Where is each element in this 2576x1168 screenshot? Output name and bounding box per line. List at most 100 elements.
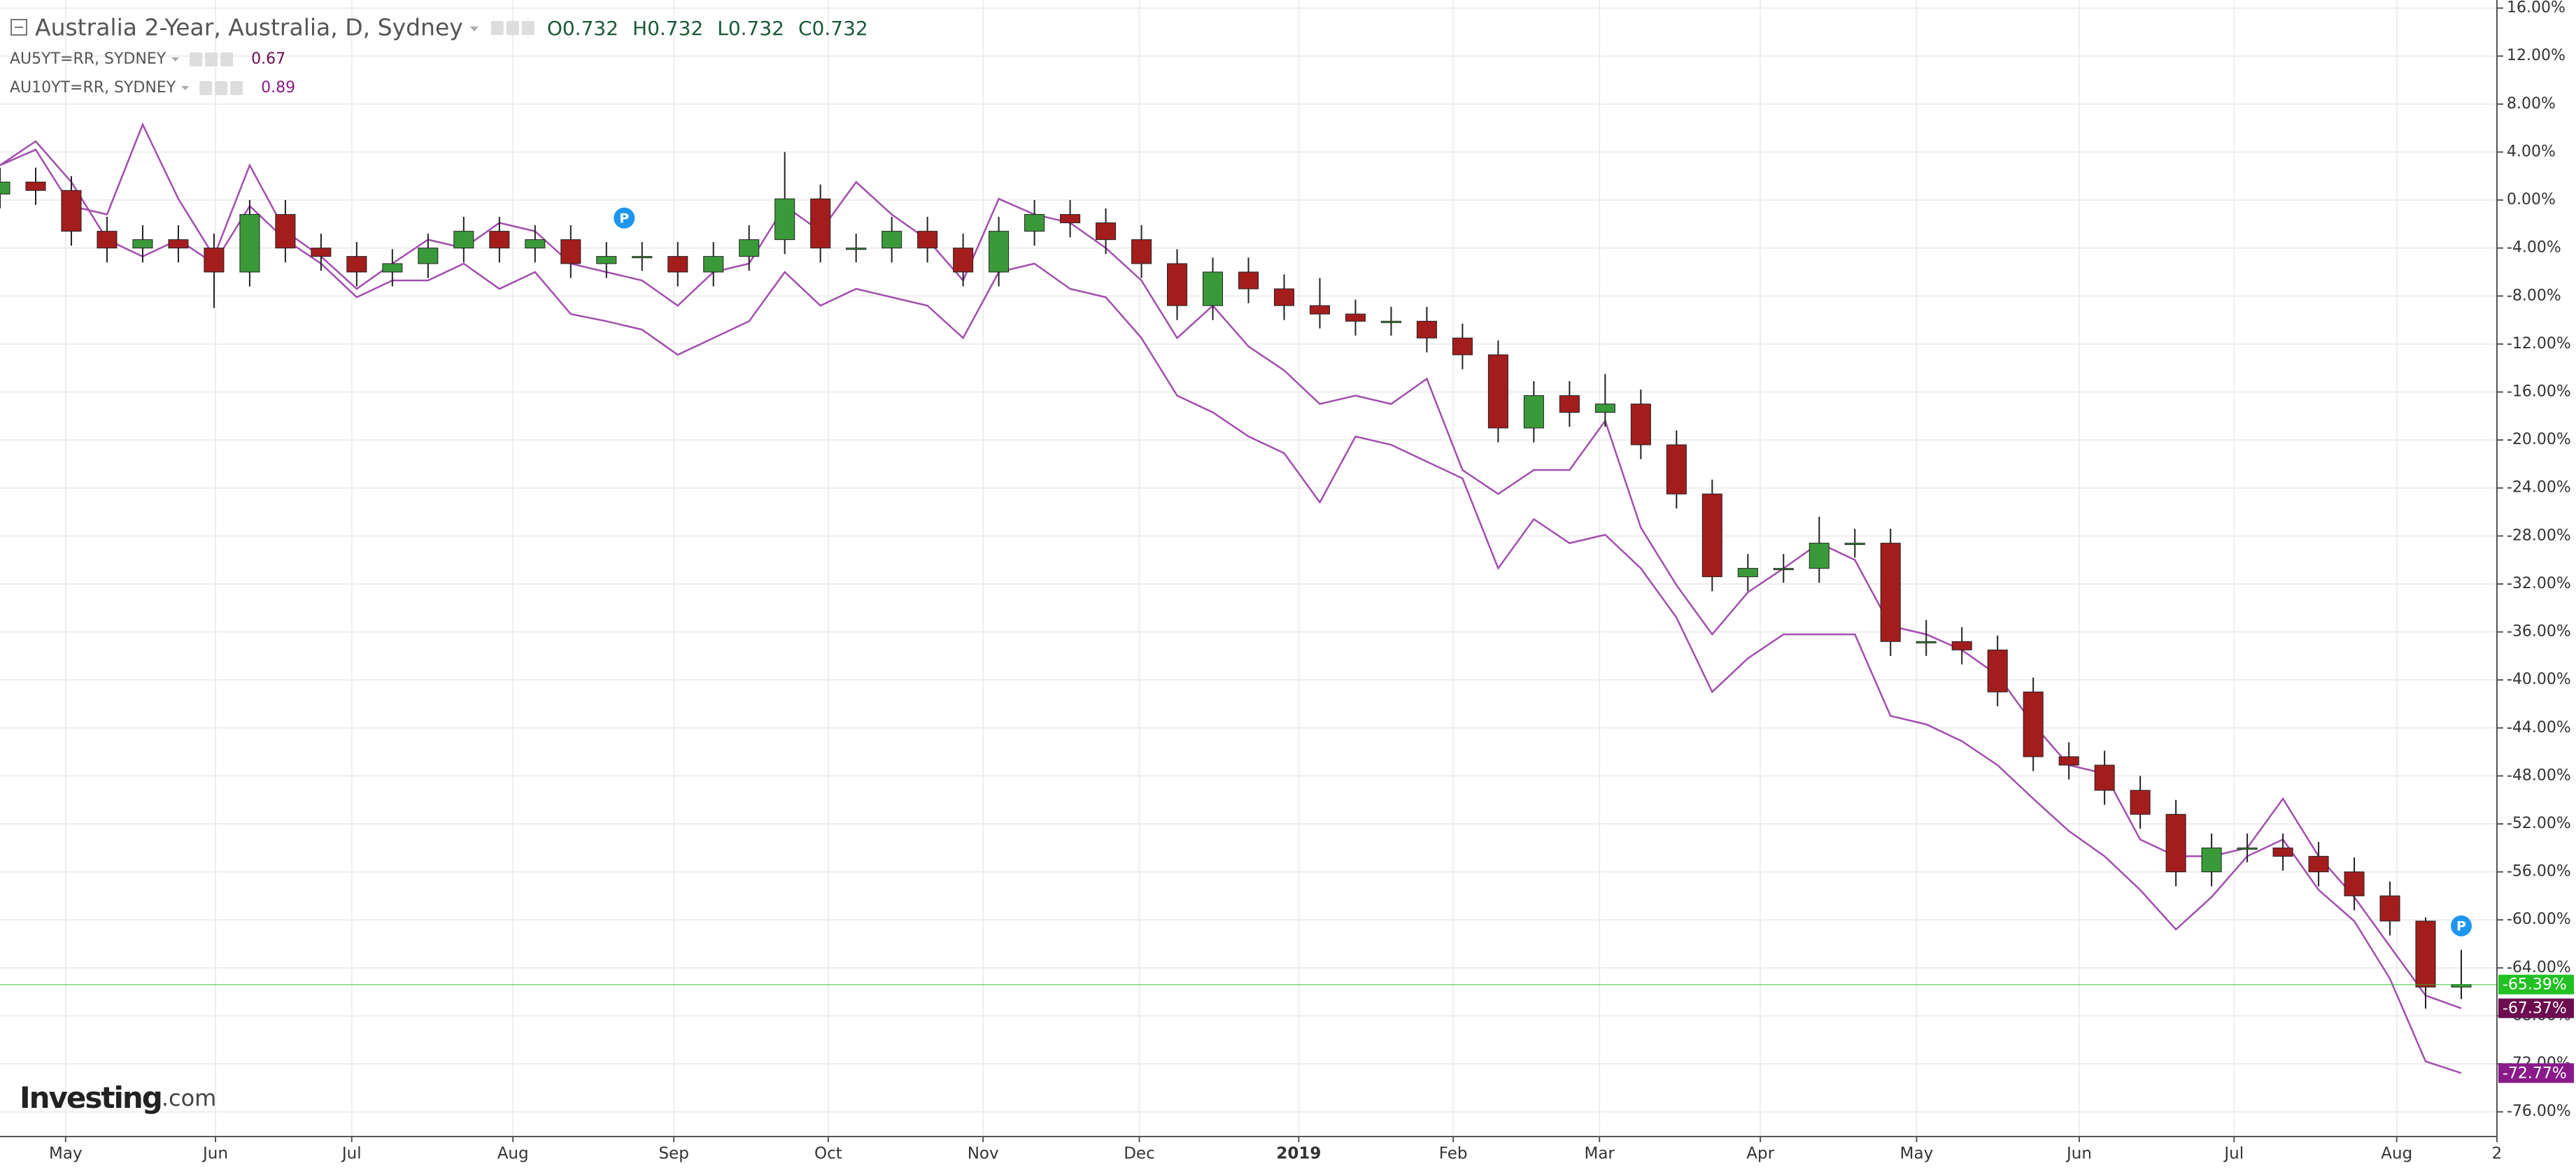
- candle-body: [346, 256, 367, 273]
- candle-body: [1951, 641, 1972, 650]
- candle-body: [382, 263, 403, 273]
- ohlc-value: L0.732: [717, 17, 784, 40]
- logo: Investing.com: [20, 1081, 216, 1115]
- candle-body: [739, 239, 760, 257]
- legend: AU5YT=RR, SYDNEY 0.67 AU10YT=RR, SYDNEY 0.8…: [10, 50, 295, 97]
- y-tick-label: -56.00%: [2507, 863, 2571, 881]
- dropdown-caret[interactable]: [171, 57, 180, 62]
- x-tick-label: Jun: [201, 1145, 228, 1163]
- y-tick-label: -28.00%: [2507, 527, 2571, 544]
- ohlc-value: H0.732: [632, 17, 703, 40]
- y-tick-label: -24.00%: [2507, 479, 2571, 497]
- last-value-label: -72.77%: [2503, 1064, 2567, 1082]
- series-line: [0, 140, 2462, 1074]
- y-tick-label: -52.00%: [2507, 815, 2571, 832]
- x-tick-label: May: [49, 1145, 83, 1163]
- y-tick-label: -44.00%: [2507, 719, 2571, 736]
- candle-body: [1309, 305, 1330, 315]
- candle-body: [61, 190, 82, 232]
- x-tick-label: Feb: [1439, 1145, 1468, 1163]
- y-tick-label: -60.00%: [2507, 911, 2571, 928]
- x-tick-label: Jun: [2065, 1145, 2092, 1163]
- x-tick-label: Apr: [1746, 1145, 1774, 1163]
- settings-icon[interactable]: [205, 52, 218, 66]
- candle-body: [1523, 395, 1544, 429]
- y-tick-label: 12.00%: [2507, 47, 2566, 64]
- x-tick-label: 2: [2492, 1145, 2503, 1163]
- settings-icon[interactable]: [506, 21, 519, 35]
- candle-body: [275, 214, 296, 249]
- legend-value: 0.89: [261, 79, 295, 97]
- event-marker[interactable]: [614, 207, 635, 229]
- settings-icon[interactable]: [199, 81, 213, 95]
- candle-body: [204, 248, 225, 273]
- y-tick-label: -12.00%: [2507, 335, 2571, 352]
- candle-body: [810, 198, 831, 249]
- y-tick-label: -16.00%: [2507, 383, 2571, 400]
- y-tick-label: -20.00%: [2507, 431, 2571, 448]
- collapse-button[interactable]: [10, 19, 27, 36]
- settings-icon[interactable]: [490, 21, 504, 35]
- candle-body: [1559, 395, 1580, 413]
- last-value-tag: [2498, 974, 2574, 995]
- candle-body: [239, 214, 260, 273]
- last-value-label: -65.39%: [2503, 976, 2567, 994]
- event-marker[interactable]: [2451, 915, 2472, 936]
- candle-body: [1024, 214, 1045, 232]
- x-tick-label: Oct: [814, 1145, 842, 1163]
- logo-main: Investing: [20, 1081, 162, 1115]
- dropdown-caret[interactable]: [181, 86, 190, 90]
- last-value-tag: [2498, 998, 2574, 1018]
- x-tick-label: Nov: [968, 1145, 999, 1163]
- x-tick-label: 2019: [1276, 1145, 1321, 1163]
- candle-body: [560, 239, 581, 264]
- x-tick-label: Aug: [2381, 1145, 2412, 1163]
- candle-body: [1131, 239, 1152, 264]
- y-tick-label: 16.00%: [2507, 0, 2566, 17]
- dropdown-caret[interactable]: [469, 27, 479, 31]
- candle-body: [2272, 847, 2293, 857]
- grid: [0, 0, 2498, 1136]
- legend-value: 0.67: [251, 50, 285, 68]
- candle-body: [882, 231, 903, 249]
- candle-body: [703, 256, 724, 273]
- settings-icon[interactable]: [521, 21, 535, 35]
- y-tick-label: -36.00%: [2507, 623, 2571, 641]
- candle-body: [632, 256, 653, 259]
- candle-body: [2094, 764, 2115, 791]
- legend-name: AU10YT=RR, SYDNEY: [10, 79, 176, 97]
- series-line: [0, 122, 2462, 1009]
- candle-body: [1273, 288, 1295, 306]
- y-tick-label: -76.00%: [2507, 1103, 2571, 1120]
- candle-body: [1345, 313, 1366, 322]
- candle-body: [2058, 756, 2079, 766]
- candle-body: [1416, 320, 1437, 339]
- y-tick-label: 4.00%: [2507, 143, 2556, 160]
- candle-body: [1202, 271, 1224, 306]
- settings-icon[interactable]: [230, 81, 243, 95]
- candle-body: [774, 198, 795, 241]
- y-tick-label: -40.00%: [2507, 671, 2571, 688]
- candle-body: [25, 181, 46, 191]
- settings-icon[interactable]: [215, 81, 228, 95]
- candle-body: [311, 248, 332, 257]
- y-tick-label: -8.00%: [2507, 287, 2561, 304]
- candle-body: [525, 239, 546, 249]
- y-tick-label: 8.00%: [2507, 95, 2556, 113]
- header: Australia 2-Year, Australia, D, Sydney: [10, 14, 463, 41]
- candle-body: [1594, 404, 1615, 413]
- candle-body: [2023, 691, 2044, 757]
- settings-icon[interactable]: [220, 52, 234, 66]
- y-tick-label: -48.00%: [2507, 767, 2571, 784]
- candle-body: [1096, 222, 1117, 241]
- candle-body: [1987, 649, 2008, 692]
- x-tick-label: Aug: [497, 1145, 529, 1163]
- candle-body: [1916, 641, 1937, 643]
- candle-body: [596, 256, 617, 264]
- candle-body: [1630, 404, 1651, 446]
- settings-icon[interactable]: [190, 52, 203, 66]
- candle-body: [1060, 214, 1081, 224]
- legend-name: AU5YT=RR, SYDNEY: [10, 50, 167, 68]
- candle-body: [1844, 543, 1865, 546]
